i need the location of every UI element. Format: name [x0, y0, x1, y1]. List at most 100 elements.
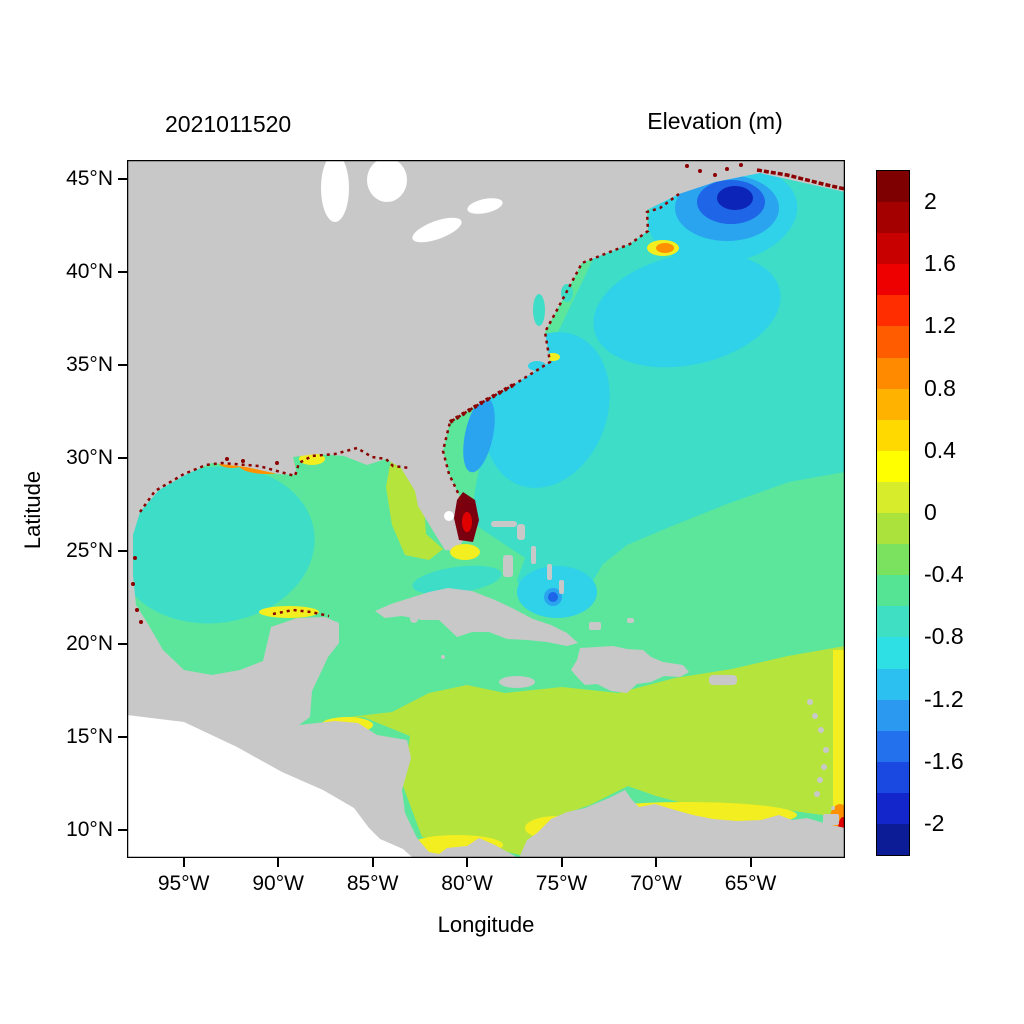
colorbar-cell-11	[877, 513, 909, 545]
colorbar-cell-20	[877, 792, 909, 824]
y-tick-mark-0	[118, 177, 127, 180]
antilles-dot-1	[807, 699, 813, 705]
coastal-speckles	[138, 168, 846, 618]
louisiana-dot-1	[225, 457, 229, 461]
colorbar-cell-9	[877, 450, 909, 482]
lake-ontario	[467, 198, 503, 214]
bahamas-blue-spot-inner	[548, 592, 558, 602]
x-axis-label: Longitude	[437, 912, 535, 937]
colorbar-tick-label-10: -2	[924, 809, 945, 836]
north-america-land	[127, 160, 845, 858]
chesapeake-bay-patch	[533, 294, 545, 326]
mobile-bay-yellow	[299, 453, 325, 465]
maine-dot-2	[698, 169, 702, 173]
south-florida-red-core	[462, 512, 472, 532]
lake-okeechobee	[444, 511, 454, 521]
y-tick-label-4: 25°N	[66, 538, 113, 562]
lake-huron	[367, 158, 407, 202]
x-tick-mark-0	[182, 858, 185, 867]
run-timestamp-title: 2021011520	[165, 111, 292, 137]
maine-dot-5	[739, 163, 743, 167]
abaco-island	[517, 524, 525, 540]
eleuthera-island	[531, 546, 536, 564]
y-tick-label-2: 35°N	[66, 352, 113, 376]
coastal-speckle-dots	[131, 163, 743, 624]
colorbar-cell-2	[877, 233, 909, 265]
islands	[375, 521, 839, 825]
colorbar-cell-10	[877, 481, 909, 514]
midatlantic-cyan	[593, 252, 781, 368]
y-tick-mark-4	[118, 549, 127, 552]
gulf-of-mexico-turquoise	[115, 466, 315, 624]
colorbar-cell-4	[877, 295, 909, 327]
x-tick-mark-1	[277, 858, 280, 867]
elevation-map	[115, 154, 852, 859]
x-tick-mark-3	[466, 858, 469, 867]
plot-frame	[126, 159, 846, 859]
y-tick-mark-5	[118, 642, 127, 645]
colorbar-tick-label-1: 1.6	[924, 250, 956, 277]
colorbar-cell-21	[877, 823, 909, 856]
cuba-island	[375, 588, 578, 646]
turks-island	[627, 618, 634, 623]
y-tick-mark-1	[118, 270, 127, 273]
lake-erie	[412, 217, 462, 243]
colorbar-cell-6	[877, 357, 909, 389]
y-tick-label-3: 30°N	[66, 445, 113, 469]
x-tick-label-5: 70°W	[630, 872, 682, 895]
cayman-island	[441, 655, 445, 659]
colorbar-tick-label-7: -0.8	[924, 623, 964, 650]
gulf-of-maine-core-navy	[717, 186, 753, 210]
x-tick-label-1: 90°W	[252, 872, 304, 895]
nova-scotia-coast-strip	[756, 168, 846, 191]
lake-michigan	[321, 154, 349, 222]
x-tick-label-2: 85°W	[346, 872, 399, 895]
colorbar-cell-7	[877, 388, 909, 420]
colorbar-tick-label-4: 0.4	[924, 436, 956, 463]
antilles-dot-2	[812, 713, 818, 719]
antilles-dot-5	[821, 764, 827, 770]
east-edge-yellow-strip	[833, 650, 845, 828]
puerto-rico-island	[709, 675, 737, 685]
y-tick-label-0: 45°N	[66, 166, 113, 190]
antilles-dot-4	[823, 747, 829, 753]
jamaica-island	[499, 676, 535, 688]
georgia-coast-lightblue	[463, 397, 495, 473]
colorbar-tick-label-8: -1.2	[924, 685, 964, 712]
georgia-coast-strip	[448, 382, 516, 424]
colorbar-cell-15	[877, 637, 909, 669]
maine-dot-1	[685, 164, 689, 168]
y-tick-mark-7	[118, 829, 127, 832]
x-tick-label-0: 95°W	[157, 872, 210, 895]
great-inagua-island	[589, 622, 601, 630]
colorbar-cell-12	[877, 544, 909, 576]
colorbar-tick-label-3: 0.8	[924, 374, 956, 401]
y-tick-label-5: 20°N	[66, 631, 113, 655]
x-tick-mark-5	[655, 858, 658, 867]
cat-island	[547, 564, 552, 580]
colorbar-cell-13	[877, 575, 909, 607]
gulf-coast-speckles	[138, 446, 411, 513]
antilles-dot-6	[817, 777, 823, 783]
colorbar-cell-0	[877, 171, 909, 203]
x-tick-mark-2	[371, 858, 374, 867]
louisiana-dot-3	[275, 461, 279, 465]
colorbar-cell-1	[877, 202, 909, 234]
lakes	[321, 154, 503, 521]
colorbar-cell-8	[877, 419, 909, 451]
pamlico-sound-patch	[528, 361, 546, 371]
colorbar-tick-label-6: -0.4	[924, 561, 964, 588]
x-tick-mark-4	[560, 858, 563, 867]
map-plot-area	[115, 154, 852, 859]
andros-island	[503, 555, 513, 577]
antilles-dot-7	[814, 791, 820, 797]
colorbar-tick-label-9: -1.6	[924, 747, 964, 774]
y-tick-label-1: 40°N	[66, 259, 113, 283]
antilles-dot-3	[818, 727, 824, 733]
colorbar-tick-label-5: 0	[924, 499, 937, 525]
grand-bahama-island	[491, 521, 517, 527]
colorbar-tick-label-0: 2	[924, 188, 937, 215]
louisiana-dot-2	[241, 459, 245, 463]
colorbar-cell-18	[877, 730, 909, 762]
